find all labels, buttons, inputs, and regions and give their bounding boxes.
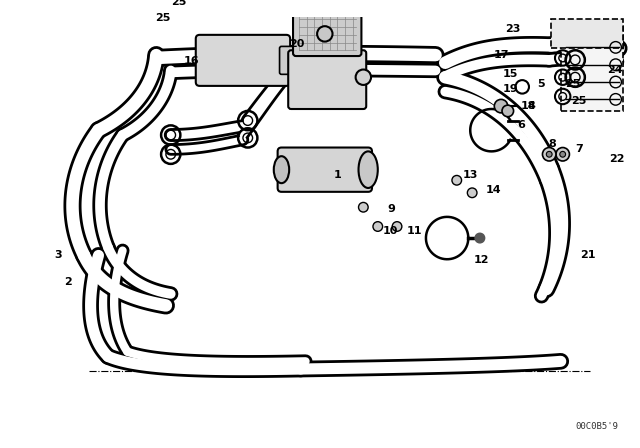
Text: 25: 25 <box>572 96 587 106</box>
Circle shape <box>452 176 461 185</box>
Bar <box>561 24 623 111</box>
Circle shape <box>467 188 477 198</box>
Text: 24: 24 <box>607 65 623 75</box>
Text: 8: 8 <box>548 139 556 149</box>
Text: 4: 4 <box>527 101 535 111</box>
Text: 6: 6 <box>517 121 525 130</box>
Text: 7: 7 <box>575 144 583 155</box>
Text: 13: 13 <box>463 170 478 181</box>
Text: 17: 17 <box>493 50 509 60</box>
Bar <box>551 19 623 48</box>
Text: 12: 12 <box>474 255 490 265</box>
FancyBboxPatch shape <box>280 47 303 74</box>
Circle shape <box>356 69 371 85</box>
FancyBboxPatch shape <box>293 7 362 56</box>
Circle shape <box>556 147 570 161</box>
Text: 15: 15 <box>503 69 518 79</box>
Text: 18: 18 <box>520 101 536 111</box>
Text: 20: 20 <box>289 39 305 48</box>
Text: 21: 21 <box>580 250 595 260</box>
Text: 3: 3 <box>54 250 62 260</box>
Circle shape <box>502 105 513 117</box>
Circle shape <box>373 222 383 231</box>
Circle shape <box>494 99 508 113</box>
Text: 25: 25 <box>564 79 580 89</box>
Ellipse shape <box>358 151 378 188</box>
Text: 14: 14 <box>486 185 501 195</box>
Circle shape <box>547 151 552 157</box>
Circle shape <box>560 151 566 157</box>
Circle shape <box>392 222 402 231</box>
Circle shape <box>475 233 484 243</box>
FancyBboxPatch shape <box>278 147 372 192</box>
Text: 19: 19 <box>503 84 518 94</box>
Text: 1: 1 <box>333 170 341 181</box>
Text: 5: 5 <box>537 79 544 89</box>
Text: 25: 25 <box>156 13 171 22</box>
Ellipse shape <box>274 156 289 183</box>
Circle shape <box>317 26 333 42</box>
Text: 23: 23 <box>505 24 520 34</box>
FancyBboxPatch shape <box>196 35 290 86</box>
Text: 11: 11 <box>406 226 422 236</box>
FancyBboxPatch shape <box>288 50 366 109</box>
Text: 9: 9 <box>387 204 396 214</box>
Text: 00C0B5'9: 00C0B5'9 <box>575 422 618 431</box>
Text: 2: 2 <box>64 277 72 287</box>
Text: 10: 10 <box>383 226 398 236</box>
Text: 22: 22 <box>609 154 625 164</box>
Text: 25: 25 <box>171 0 186 7</box>
Text: 16: 16 <box>183 56 199 66</box>
Circle shape <box>358 202 368 212</box>
Circle shape <box>543 147 556 161</box>
